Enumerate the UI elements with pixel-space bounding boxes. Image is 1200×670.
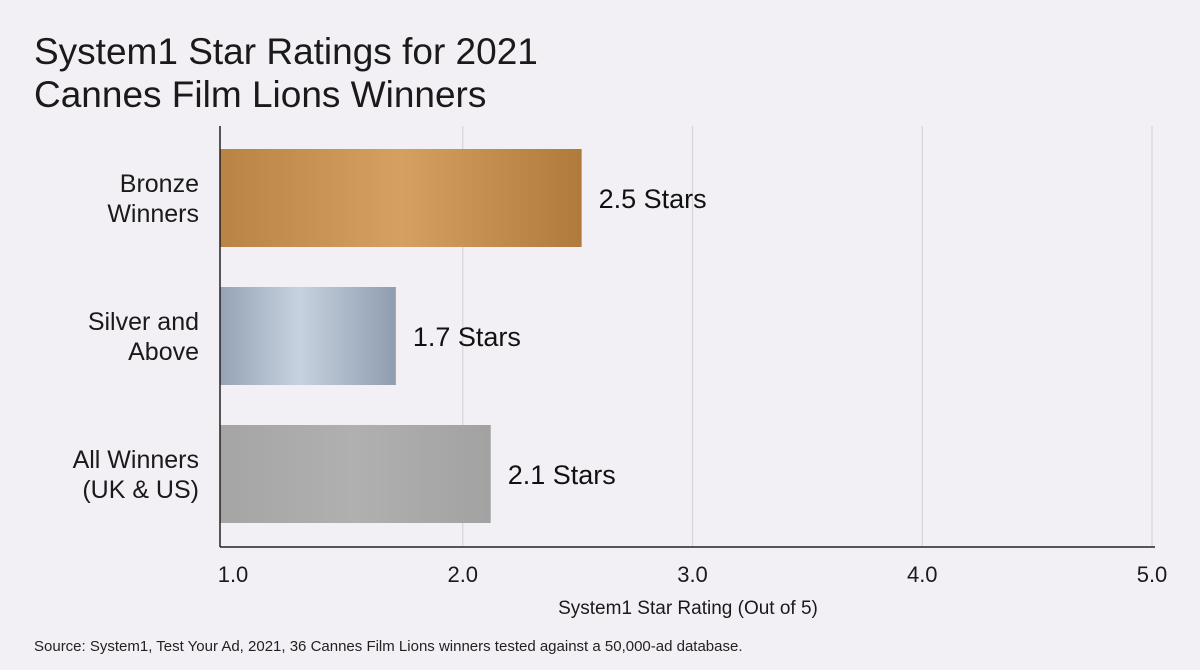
category-label-all-line-2: (UK & US) — [82, 476, 199, 504]
value-label-all: 2.1 Stars — [508, 460, 616, 490]
x-tick-label-3: 4.0 — [907, 562, 938, 587]
bar-silver — [220, 287, 396, 385]
x-tick-label-2: 3.0 — [677, 562, 708, 587]
x-axis-title: System1 Star Rating (Out of 5) — [558, 598, 818, 619]
chart-title-line-2: Cannes Film Lions Winners — [34, 74, 487, 115]
category-label-silver-line-1: Silver and — [88, 308, 199, 336]
chart-title: System1 Star Ratings for 2021 Cannes Fil… — [34, 30, 538, 116]
category-label-bronze-line-2: Winners — [107, 200, 199, 228]
chart-title-line-1: System1 Star Ratings for 2021 — [34, 31, 538, 72]
x-tick-label-0: 1.0 — [218, 562, 249, 587]
x-tick-label-4: 5.0 — [1137, 562, 1168, 587]
bar-all — [220, 425, 491, 523]
value-label-bronze: 2.5 Stars — [599, 184, 707, 214]
source-note: Source: System1, Test Your Ad, 2021, 36 … — [34, 638, 743, 655]
value-label-silver: 1.7 Stars — [413, 322, 521, 352]
category-label-silver-line-2: Above — [128, 338, 199, 366]
category-label-all-line-1: All Winners — [73, 446, 199, 474]
axes: 1.0 2.0 3.0 4.0 5.0 — [218, 126, 1168, 587]
x-tick-label-1: 2.0 — [447, 562, 478, 587]
bar-bronze — [220, 149, 582, 247]
category-label-bronze-line-1: Bronze — [120, 170, 199, 198]
